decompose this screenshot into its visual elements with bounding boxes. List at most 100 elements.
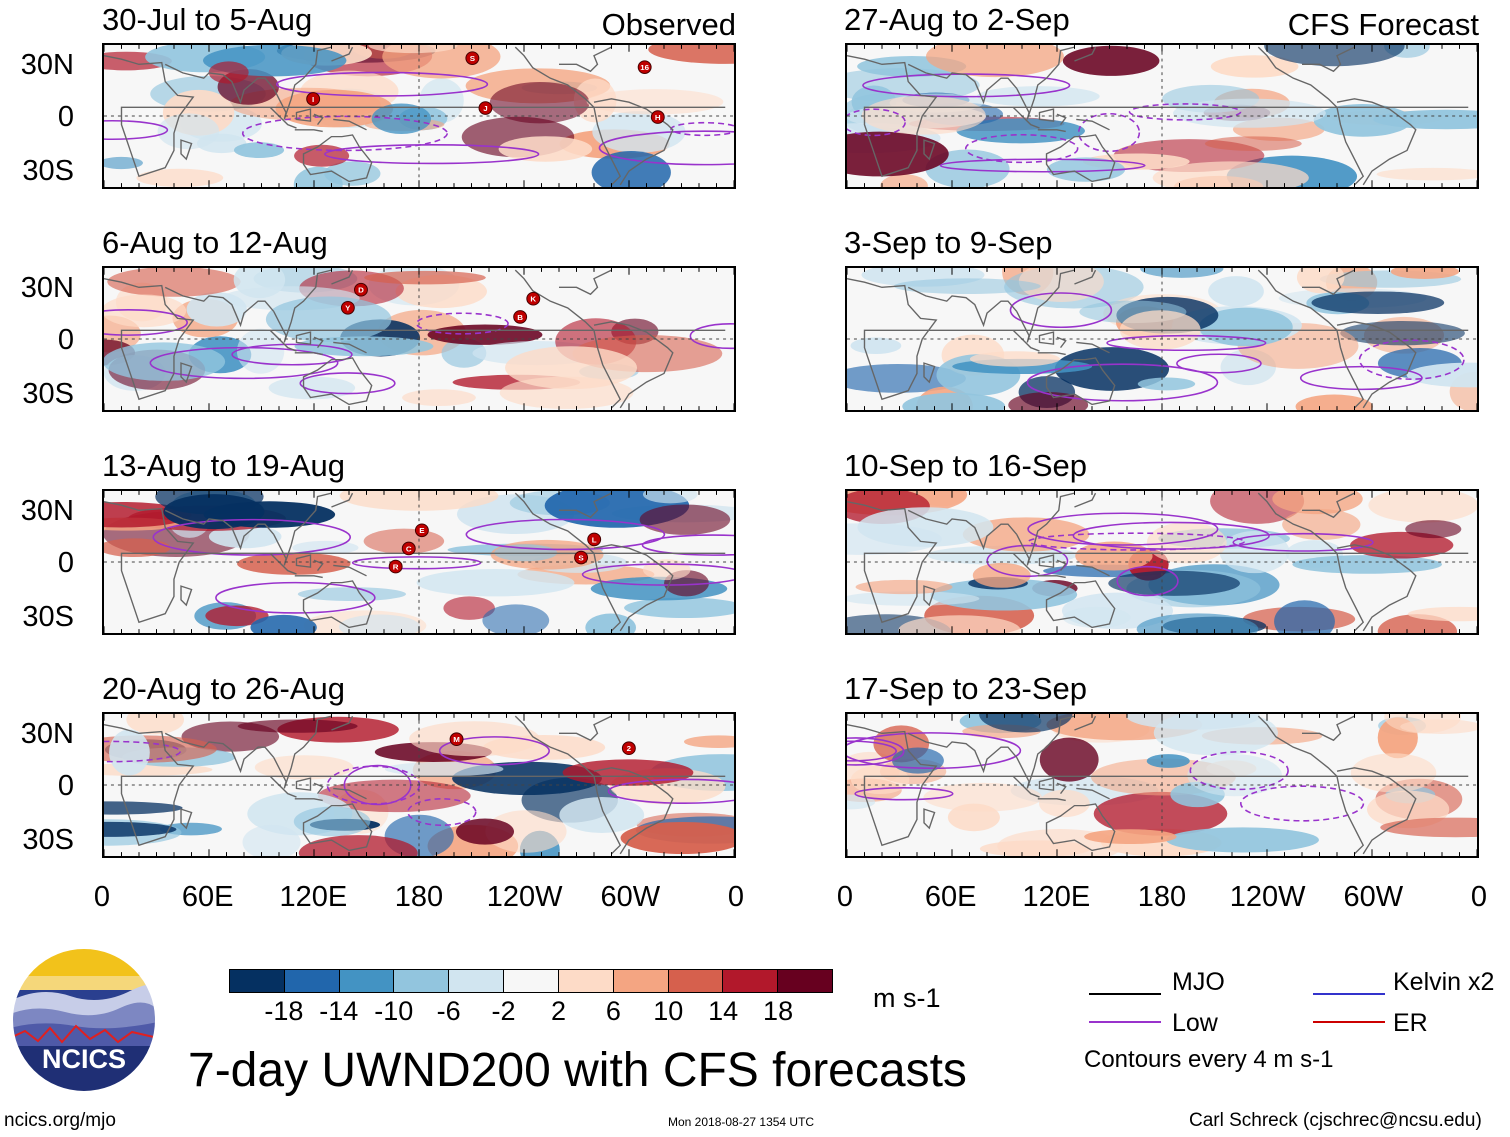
contour-note: Contours every 4 m s-1 — [1084, 1046, 1334, 1073]
storm-marker: D — [354, 282, 368, 297]
anomaly-blob — [1380, 817, 1477, 838]
anomaly-blob — [254, 755, 354, 780]
colorbar-tick-label: 2 — [550, 996, 566, 1026]
coastlines — [104, 269, 726, 409]
low-contour — [1299, 365, 1423, 391]
legend-er-label: ER — [1393, 1009, 1428, 1037]
storm-marker: M — [449, 732, 464, 746]
anomaly-blob — [979, 714, 1073, 733]
anomaly-blob — [1210, 55, 1299, 78]
storm-label: H — [655, 113, 661, 122]
anomaly-blob — [107, 268, 241, 297]
anomaly-blob — [1046, 157, 1126, 182]
storm-marker: L — [587, 532, 602, 547]
panel-title: 6-Aug to 12-Aug — [102, 225, 328, 260]
forecast-map-panel — [845, 43, 1479, 189]
anomaly-blob — [1274, 600, 1335, 633]
anomaly-blob — [648, 45, 734, 64]
anomaly-blob — [1140, 268, 1224, 278]
low-contour — [231, 343, 353, 366]
anomaly-blob — [104, 538, 171, 558]
latitude-label: 30S — [22, 824, 74, 856]
low-contour — [275, 71, 489, 97]
legend-er-line — [1313, 1021, 1385, 1023]
anomaly-blob — [237, 719, 358, 733]
anomaly-blob — [898, 615, 1021, 633]
anomaly-blob — [847, 591, 980, 606]
anomaly-blob — [294, 336, 434, 357]
footer-author: Carl Schreck (cjschrec@ncsu.edu) — [1189, 1110, 1482, 1131]
low-contour — [1232, 532, 1374, 552]
anomaly-blob — [1008, 392, 1089, 410]
low-contour — [324, 144, 540, 165]
anomaly-blob — [1292, 555, 1443, 574]
forecast-map-panel — [845, 489, 1479, 635]
anomaly-blob — [962, 517, 1090, 552]
storm-label: S — [470, 54, 475, 63]
anomaly-blob — [585, 613, 637, 633]
colorbar — [229, 969, 833, 993]
colorbar-segment — [668, 970, 724, 992]
panel-title: 20-Aug to 26-Aug — [102, 671, 346, 706]
anomaly-blob — [1152, 161, 1309, 187]
anomaly-blob — [562, 759, 694, 786]
anomaly-blob — [1039, 789, 1090, 818]
storm-label: K — [530, 295, 536, 304]
storm-marker: R — [388, 559, 403, 574]
legend-low-line — [1089, 1021, 1161, 1023]
anomaly-blob — [136, 168, 224, 187]
figure-title: 7-day UWND200 with CFS forecasts — [188, 1044, 967, 1097]
anomaly-blob — [109, 729, 150, 776]
anomaly-blob — [368, 45, 458, 54]
legend-mjo-label: MJO — [1172, 968, 1225, 996]
anomaly-blob — [850, 337, 902, 354]
storm-label: C — [406, 544, 412, 553]
low-contour — [939, 158, 1146, 173]
latitude-label: 30N — [20, 718, 74, 750]
latitude-label: 0 — [57, 101, 74, 133]
anomaly-blob — [1350, 753, 1437, 793]
low-contour — [149, 346, 339, 380]
longitude-label: 120E — [1022, 881, 1091, 913]
forecast-map-panel — [845, 712, 1479, 858]
coastlines — [847, 46, 1469, 186]
anomaly-blob — [297, 587, 406, 602]
anomaly-blob — [294, 144, 350, 167]
latitude-label: 30S — [22, 155, 74, 187]
anomaly-blob — [893, 278, 1041, 294]
storm-label: L — [592, 535, 597, 544]
anomaly-blob — [926, 45, 1064, 78]
longitude-label: 120W — [486, 881, 563, 913]
storm-label: E — [419, 526, 424, 535]
anomaly-blob — [639, 504, 731, 535]
colorbar-tick-label: -10 — [374, 996, 414, 1026]
footer-url[interactable]: ncics.org/mjo — [4, 1110, 116, 1131]
panel-title: 30-Jul to 5-Aug — [102, 2, 313, 37]
anomaly-blob — [1054, 347, 1170, 391]
low-contour — [670, 121, 734, 137]
low-contour — [215, 581, 376, 614]
low-contour — [964, 133, 1079, 164]
low-contour — [152, 518, 352, 556]
anomaly-blob — [850, 765, 910, 795]
anomaly-blob — [855, 579, 953, 595]
anomaly-blob — [242, 824, 301, 856]
latitude-label: 0 — [57, 547, 74, 579]
colorbar-tick-label: 14 — [708, 996, 739, 1026]
anomaly-blob — [441, 338, 487, 368]
low-contour — [1128, 103, 1242, 121]
anomaly-blob — [233, 268, 286, 299]
low-contour — [847, 737, 905, 766]
anomaly-blob — [443, 596, 495, 620]
colorbar-tick-label: -14 — [319, 996, 359, 1026]
low-contour — [1189, 751, 1289, 791]
anomaly-blob — [237, 552, 351, 575]
storm-marker: C — [401, 541, 416, 556]
anomaly-blob — [498, 136, 593, 162]
legend-kelvin-label: Kelvin x2 — [1393, 968, 1495, 996]
forecast-map-panel — [845, 266, 1479, 412]
anomaly-blob — [233, 142, 285, 159]
anomaly-blob — [371, 103, 432, 134]
anomaly-blob — [364, 270, 486, 285]
longitude-label: 60W — [600, 881, 661, 913]
